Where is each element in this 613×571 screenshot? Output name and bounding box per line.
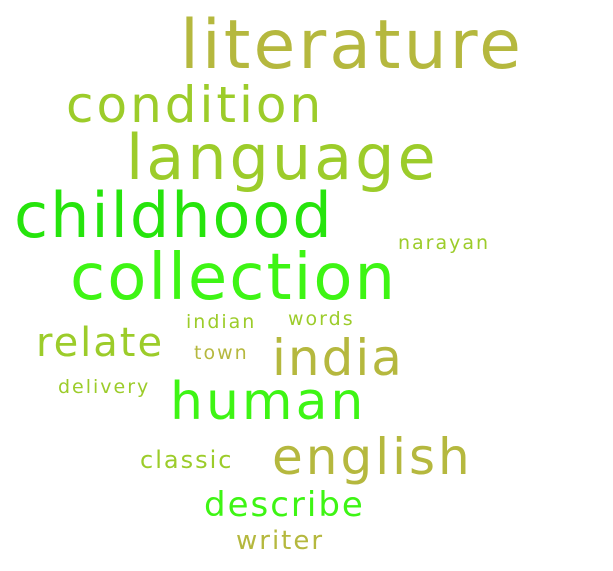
word-condition: condition [66, 76, 325, 134]
word-language: language [126, 121, 439, 194]
word-words: words [288, 308, 355, 330]
word-describe: describe [204, 485, 365, 525]
word-writer: writer [236, 526, 325, 556]
word-narayan: narayan [398, 232, 491, 254]
word-english: english [272, 428, 473, 486]
word-relate: relate [36, 320, 165, 366]
word-delivery: delivery [58, 376, 151, 398]
word-town: town [194, 342, 249, 364]
word-india: india [272, 329, 404, 387]
word-collection: collection [70, 241, 398, 315]
word-literature: literature [180, 6, 524, 85]
word-childhood: childhood [14, 179, 334, 252]
word-indian: indian [186, 311, 257, 333]
word-human: human [170, 372, 367, 432]
word-classic: classic [140, 446, 234, 474]
